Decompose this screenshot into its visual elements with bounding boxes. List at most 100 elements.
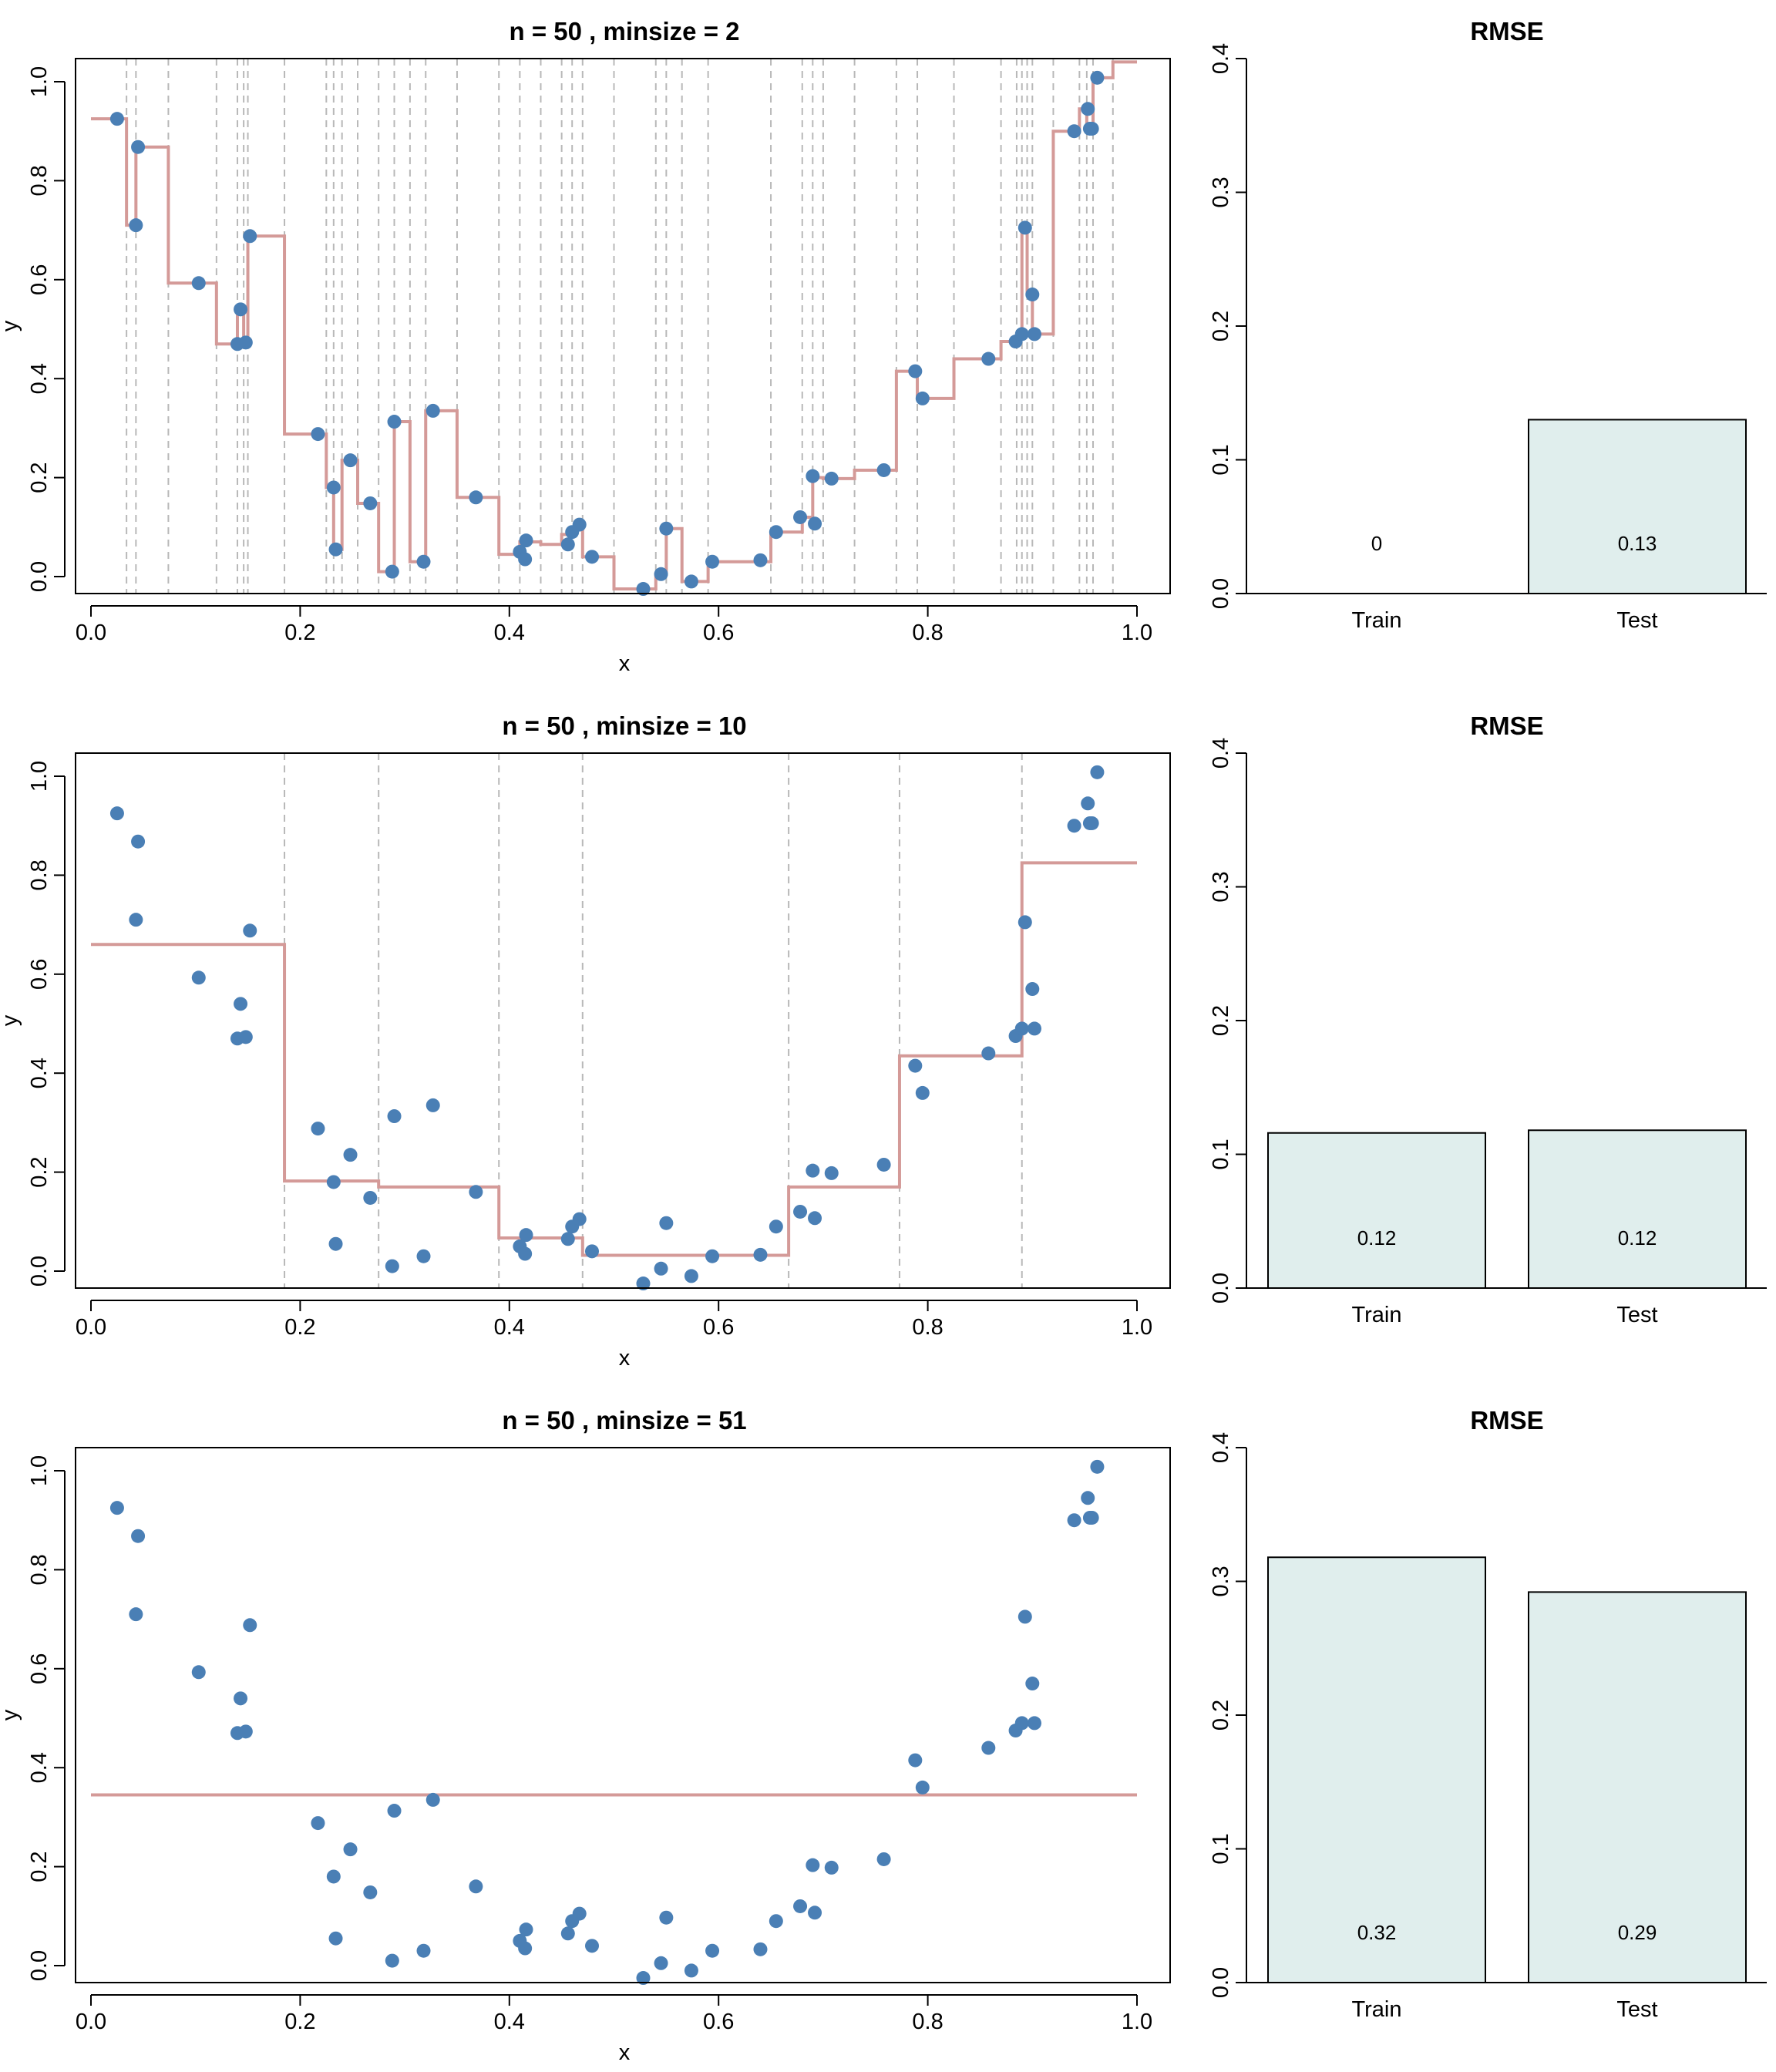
y-tick-label: 0.1 bbox=[1209, 1139, 1233, 1169]
y-tick-label: 1.0 bbox=[27, 761, 52, 792]
plot-frame bbox=[75, 752, 1171, 1289]
data-point bbox=[234, 1691, 248, 1706]
data-point bbox=[560, 1926, 575, 1941]
y-tick-label: 0.6 bbox=[27, 1653, 52, 1684]
data-point bbox=[518, 1941, 533, 1956]
data-point bbox=[343, 1842, 358, 1857]
data-point bbox=[243, 229, 257, 244]
data-point bbox=[572, 1906, 587, 1921]
data-point bbox=[326, 480, 341, 495]
data-point bbox=[426, 1098, 440, 1112]
data-point bbox=[129, 913, 143, 927]
data-point bbox=[808, 1906, 822, 1920]
data-point bbox=[636, 582, 651, 597]
y-tick-label: 0.0 bbox=[27, 561, 52, 592]
x-category-label: Test bbox=[1616, 608, 1657, 633]
data-point bbox=[131, 834, 146, 849]
x-axis-label: x bbox=[619, 2040, 631, 2065]
y-tick-label: 0.2 bbox=[1209, 1005, 1233, 1036]
bar-value-label: 0 bbox=[1371, 532, 1382, 555]
scatter-panel-minsize-2: n = 50 , minsize = 2 0.0 0.2 0.4 0.6 0.8 1.0 0… bbox=[0, 17, 1171, 676]
x-tick-label: 0.4 bbox=[494, 2010, 525, 2034]
x-tick-label: 0.4 bbox=[494, 621, 525, 645]
data-point bbox=[806, 1858, 820, 1872]
data-point bbox=[659, 1216, 674, 1230]
plot-frame bbox=[75, 1447, 1171, 1983]
data-point bbox=[915, 1780, 930, 1794]
x-tick-label: 0.6 bbox=[703, 621, 734, 645]
y-tick-label: 0.0 bbox=[1209, 1273, 1233, 1303]
data-point bbox=[109, 1501, 124, 1515]
data-point bbox=[1025, 1677, 1040, 1691]
y-tick-label: 0.8 bbox=[27, 165, 52, 196]
data-point bbox=[793, 1899, 808, 1913]
data-point bbox=[1085, 1510, 1099, 1525]
data-point bbox=[1018, 220, 1032, 235]
rmse-bar-test bbox=[1528, 1129, 1747, 1290]
data-point bbox=[518, 1246, 533, 1261]
y-tick-label: 0.0 bbox=[1209, 578, 1233, 609]
data-point bbox=[343, 1148, 358, 1162]
x-tick-label: 1.0 bbox=[1122, 1315, 1152, 1340]
y-tick-label: 0.4 bbox=[27, 1752, 52, 1783]
data-point bbox=[585, 550, 600, 564]
x-category-label: Train bbox=[1352, 608, 1402, 633]
data-point bbox=[654, 567, 668, 581]
data-point bbox=[426, 1792, 440, 1807]
y-axis-label: y bbox=[0, 1709, 22, 1720]
data-point bbox=[876, 1157, 891, 1172]
data-point bbox=[808, 516, 822, 531]
y-tick-label: 1.0 bbox=[27, 66, 52, 97]
data-point bbox=[416, 1249, 431, 1263]
data-point bbox=[1014, 327, 1029, 341]
data-point bbox=[572, 1212, 587, 1226]
data-point bbox=[426, 403, 440, 418]
data-point bbox=[684, 574, 698, 589]
data-point bbox=[1018, 1610, 1032, 1624]
data-point bbox=[469, 1879, 483, 1894]
data-point bbox=[191, 1665, 206, 1680]
data-point bbox=[981, 352, 996, 366]
data-point bbox=[659, 521, 674, 536]
y-tick-label: 0.4 bbox=[27, 1058, 52, 1088]
data-point bbox=[129, 218, 143, 233]
x-axis-label: x bbox=[619, 1346, 631, 1371]
data-point bbox=[806, 1163, 820, 1178]
data-point bbox=[654, 1261, 668, 1276]
data-point bbox=[636, 1276, 651, 1291]
data-point bbox=[387, 1109, 402, 1124]
data-point bbox=[908, 1058, 923, 1073]
data-point bbox=[585, 1244, 600, 1259]
data-point bbox=[636, 1971, 651, 1986]
y-tick-label: 0.6 bbox=[27, 959, 52, 990]
x-tick-label: 1.0 bbox=[1122, 2010, 1152, 2034]
data-point bbox=[793, 510, 808, 524]
x-category-label: Train bbox=[1352, 1997, 1402, 2022]
x-category-label: Test bbox=[1616, 1997, 1657, 2022]
data-point bbox=[243, 1618, 257, 1633]
y-tick-label: 0.6 bbox=[27, 264, 52, 295]
data-point bbox=[1067, 1513, 1081, 1528]
data-point bbox=[1014, 1716, 1029, 1731]
data-point bbox=[131, 1529, 146, 1543]
data-point bbox=[659, 1910, 674, 1925]
data-point bbox=[328, 1236, 343, 1251]
data-point bbox=[684, 1963, 698, 1978]
y-axis-label: y bbox=[0, 1014, 22, 1026]
data-point bbox=[385, 1259, 399, 1273]
data-point bbox=[1090, 1459, 1105, 1474]
bar-value-label: 0.12 bbox=[1618, 1226, 1657, 1250]
data-point bbox=[915, 391, 930, 405]
data-point bbox=[1028, 327, 1042, 341]
data-point bbox=[385, 564, 399, 579]
data-point bbox=[191, 970, 206, 985]
x-category-label: Test bbox=[1616, 1303, 1657, 1327]
data-point bbox=[1081, 102, 1095, 116]
data-point bbox=[238, 1030, 253, 1044]
data-point bbox=[981, 1741, 996, 1755]
y-tick-label: 0.3 bbox=[1209, 177, 1233, 207]
data-point bbox=[416, 554, 431, 569]
data-point bbox=[1028, 1716, 1042, 1731]
scatter-panel-minsize-51: n = 50 , minsize = 51 0.0 0.2 0.4 0.6 0.8 1.0… bbox=[0, 1406, 1171, 2065]
